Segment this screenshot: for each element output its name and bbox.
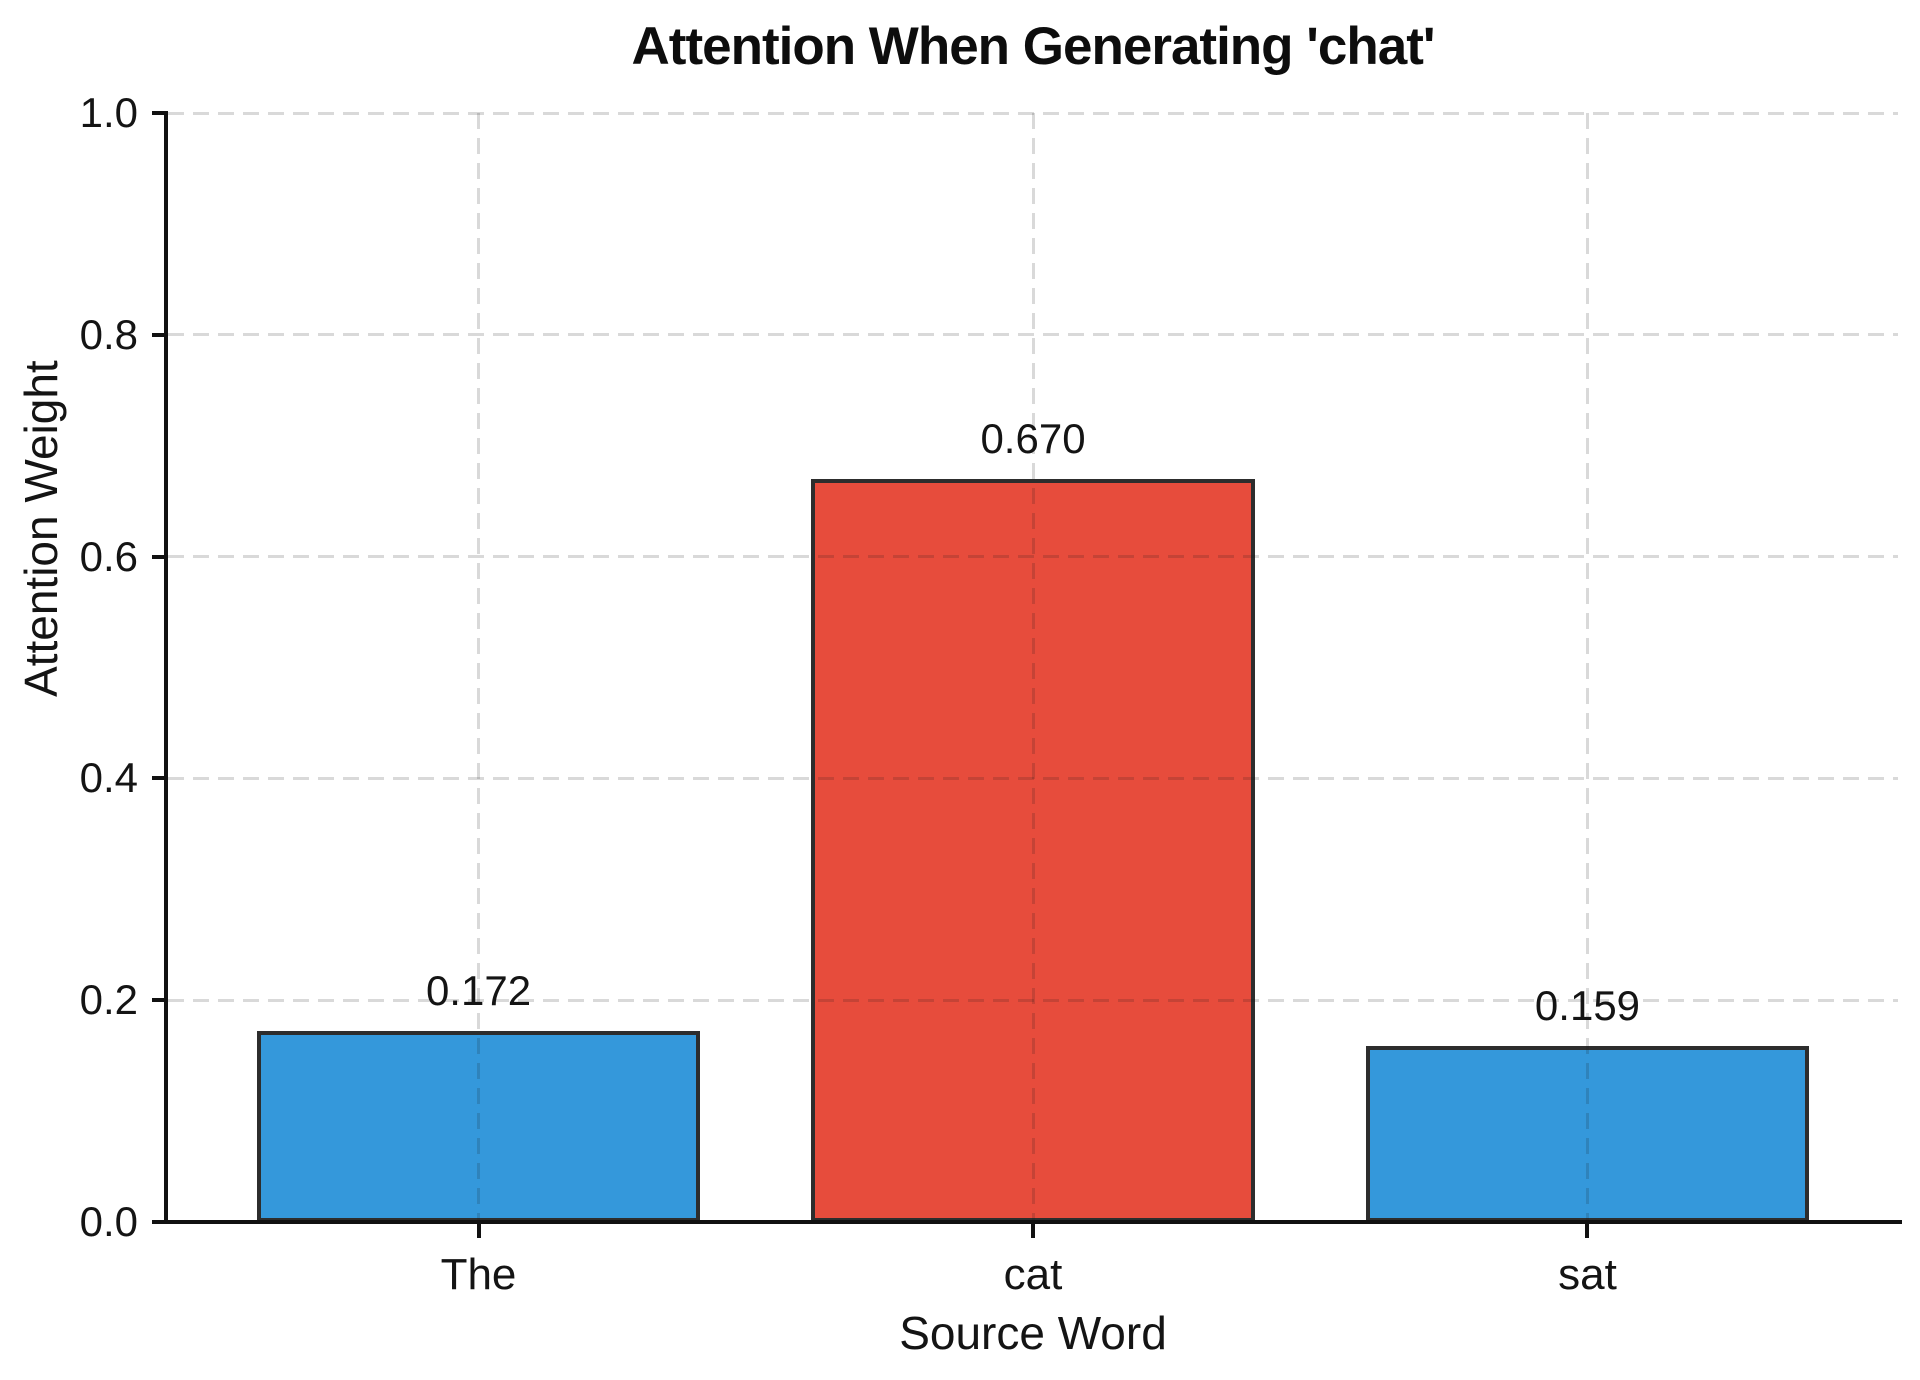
y-tick-mark [152,1220,168,1224]
y-tick-mark [152,111,168,115]
x-tick-label: cat [1003,1250,1063,1299]
gridline-horizontal [168,776,1898,780]
gridline-horizontal [168,111,1898,115]
y-axis-label: Attention Weight [15,360,67,697]
gridline-horizontal [168,333,1898,337]
bar-value-label: 0.159 [1534,981,1641,1029]
y-tick-label: 0.8 [79,310,138,358]
x-tick-label: sat [1558,1250,1617,1299]
chart-title: Attention When Generating 'chat' [631,17,1436,76]
bar-cat [811,478,1255,1222]
gridline-horizontal [168,998,1898,1002]
y-tick-label: 0.6 [79,532,138,580]
x-tick-mark [1031,1222,1035,1238]
y-tick-label: 0.4 [79,754,138,802]
y-tick-label: 0.0 [79,1198,138,1245]
y-tick-mark [152,776,168,781]
bar-value-label: 0.172 [425,967,532,1015]
y-tick-mark [152,332,168,337]
y-tick-label: 0.2 [79,976,138,1024]
bar-value-label: 0.670 [980,414,1086,462]
gridline-horizontal [168,555,1898,559]
plot-area: 0.172 0.670 0.159 [168,111,1898,1222]
y-axis-spine [164,111,168,1224]
x-tick-mark [476,1222,481,1238]
x-tick-mark [1585,1222,1590,1238]
y-tick-mark [152,554,168,559]
x-axis-label: Source Word [899,1307,1167,1359]
x-tick-label: The [440,1250,517,1299]
gridline-vertical [1031,113,1035,1222]
gridline-vertical [477,113,480,1222]
x-axis-spine [164,1220,1902,1224]
gridline-vertical [1585,113,1589,1222]
bar-sat [1365,1045,1810,1222]
y-tick-label: 1.0 [79,89,138,136]
y-tick-mark [152,998,168,1003]
